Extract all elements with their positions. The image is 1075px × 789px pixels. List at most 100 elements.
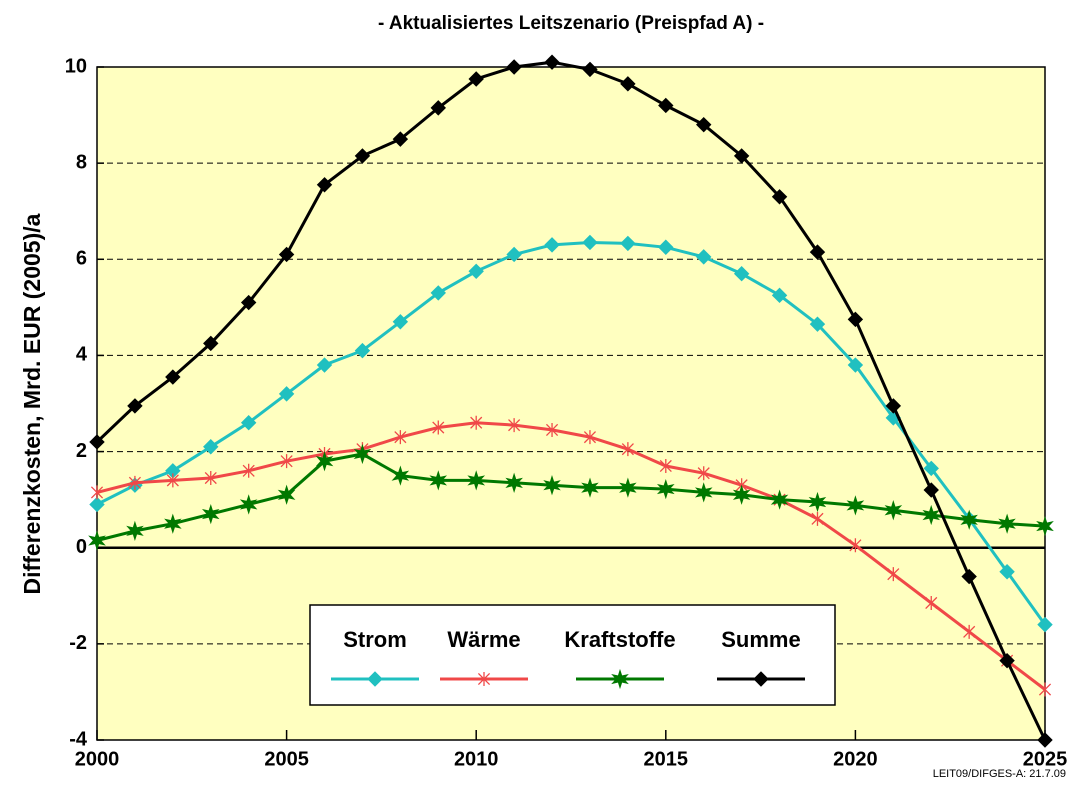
y-tick-label: 8 bbox=[76, 151, 87, 173]
legend-label: Summe bbox=[721, 627, 800, 652]
marker bbox=[923, 460, 939, 477]
marker bbox=[770, 489, 789, 510]
marker bbox=[925, 595, 938, 610]
marker bbox=[544, 54, 560, 70]
x-tick-label: 2005 bbox=[264, 748, 309, 770]
marker bbox=[392, 314, 409, 330]
series-line bbox=[96, 452, 1046, 542]
marker bbox=[811, 511, 824, 526]
marker bbox=[353, 443, 372, 465]
marker bbox=[885, 398, 902, 414]
marker bbox=[960, 509, 978, 530]
marker bbox=[89, 496, 105, 513]
marker bbox=[809, 316, 826, 332]
legend-box bbox=[309, 604, 836, 706]
y-tick-label: 6 bbox=[76, 248, 87, 270]
marker bbox=[165, 369, 181, 385]
y-tick-label: 4 bbox=[76, 344, 88, 366]
marker bbox=[733, 148, 750, 164]
marker bbox=[89, 434, 105, 450]
marker bbox=[354, 342, 371, 359]
y-tick-label: -2 bbox=[69, 632, 87, 654]
y-tick-label: 2 bbox=[76, 440, 87, 462]
y-tick-label: 0 bbox=[76, 536, 87, 558]
marker bbox=[847, 357, 864, 373]
marker bbox=[771, 287, 788, 304]
marker bbox=[923, 482, 939, 498]
marker bbox=[354, 148, 371, 164]
legend: Strom Wärme Kraftstoffe Summe bbox=[309, 604, 836, 706]
series-line bbox=[95, 60, 1047, 741]
marker bbox=[887, 567, 900, 582]
marker bbox=[696, 249, 712, 265]
marker bbox=[201, 503, 220, 525]
marker bbox=[467, 470, 486, 491]
marker bbox=[394, 430, 407, 445]
marker bbox=[963, 624, 976, 639]
marker bbox=[468, 263, 484, 280]
marker bbox=[391, 465, 410, 486]
marker bbox=[771, 189, 788, 205]
marker bbox=[470, 415, 483, 430]
marker bbox=[508, 418, 521, 433]
marker bbox=[90, 485, 104, 500]
marker bbox=[583, 430, 597, 445]
marker bbox=[732, 484, 751, 505]
y-tick-label: -4 bbox=[69, 728, 88, 750]
marker bbox=[128, 475, 141, 490]
series-line bbox=[96, 240, 1047, 626]
marker bbox=[1037, 616, 1053, 633]
marker bbox=[543, 475, 561, 496]
marker bbox=[999, 652, 1015, 669]
marker bbox=[240, 415, 257, 431]
marker bbox=[278, 386, 295, 402]
marker bbox=[430, 285, 446, 301]
marker bbox=[429, 470, 448, 491]
marker bbox=[656, 478, 675, 500]
marker bbox=[506, 59, 522, 75]
marker bbox=[884, 500, 903, 521]
marker bbox=[392, 131, 409, 147]
y-tick-label: 10 bbox=[65, 55, 87, 77]
marker bbox=[847, 311, 864, 328]
marker bbox=[280, 454, 293, 469]
legend-label: Kraftstoffe bbox=[564, 627, 675, 652]
marker bbox=[204, 471, 217, 486]
marker bbox=[166, 473, 179, 488]
marker bbox=[621, 442, 634, 457]
marker bbox=[203, 439, 219, 455]
marker bbox=[164, 513, 182, 534]
marker bbox=[753, 671, 769, 687]
marker bbox=[1036, 515, 1054, 537]
marker bbox=[242, 463, 255, 478]
marker bbox=[316, 177, 333, 193]
marker bbox=[316, 357, 333, 373]
marker bbox=[582, 234, 598, 251]
marker bbox=[581, 477, 599, 498]
marker bbox=[809, 244, 826, 260]
marker bbox=[808, 491, 827, 513]
marker bbox=[620, 76, 636, 92]
marker bbox=[658, 97, 674, 114]
marker bbox=[1038, 682, 1052, 697]
x-tick-label: 2020 bbox=[833, 748, 878, 770]
y-axis-label: Differenzkosten, Mrd. EUR (2005)/a bbox=[19, 213, 45, 594]
marker bbox=[1037, 732, 1053, 748]
legend-label: Wärme bbox=[447, 627, 520, 652]
marker bbox=[846, 495, 865, 516]
marker bbox=[239, 494, 258, 515]
marker bbox=[430, 100, 446, 116]
marker bbox=[619, 477, 637, 498]
marker bbox=[922, 504, 941, 526]
marker bbox=[240, 294, 257, 311]
marker bbox=[477, 672, 491, 686]
marker bbox=[127, 398, 143, 414]
series-line bbox=[96, 421, 1046, 691]
footnote: LEIT09/DIFGES-A: 21.7.09 bbox=[933, 768, 1066, 780]
x-tick-label: 2015 bbox=[644, 748, 689, 770]
x-tick-label: 2000 bbox=[75, 748, 120, 770]
x-tick-label: 2010 bbox=[454, 748, 499, 770]
marker bbox=[432, 420, 445, 435]
marker bbox=[658, 239, 674, 255]
